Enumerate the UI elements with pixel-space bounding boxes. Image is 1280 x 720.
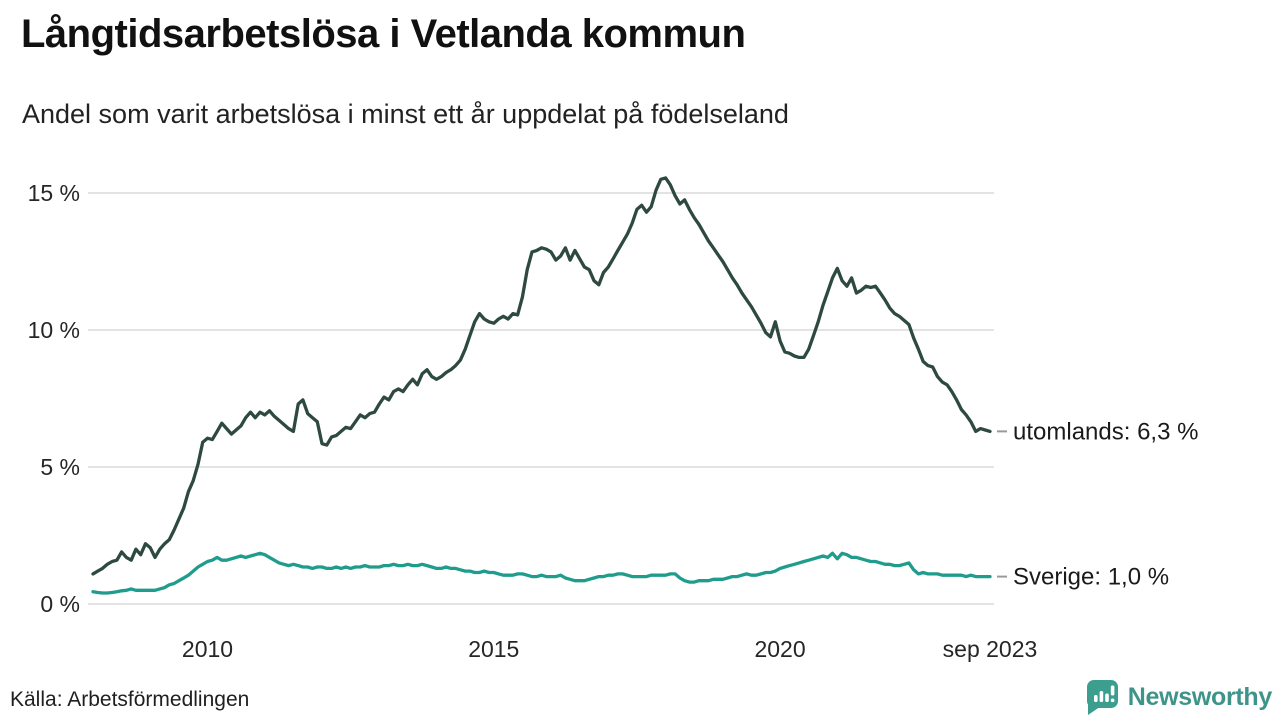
x-tick-label: 2020: [754, 636, 805, 662]
y-tick-label: 0 %: [40, 591, 80, 617]
y-tick-label: 10 %: [28, 317, 80, 343]
page-title: Långtidsarbetslösa i Vetlanda kommun: [21, 12, 746, 56]
series-line-sverige: [91, 551, 992, 595]
newsworthy-wordmark: Newsworthy: [1127, 682, 1273, 711]
x-tick-label: 2010: [182, 636, 233, 662]
newsworthy-bubble-chart-icon: [1086, 680, 1118, 715]
y-tick-label: 15 %: [28, 180, 80, 206]
x-tick-label: sep 2023: [943, 636, 1038, 662]
newsworthy-logo[interactable]: Newsworthy: [1084, 678, 1272, 716]
series-line-utomlands: [91, 176, 992, 576]
page-subtitle: Andel som varit arbetslösa i minst ett å…: [22, 99, 789, 129]
y-tick-label: 5 %: [40, 454, 80, 480]
series-end-label-sverige: Sverige: 1,0 %: [1013, 564, 1169, 591]
source-note: Källa: Arbetsförmedlingen: [10, 688, 250, 711]
series-end-label-utomlands: utomlands: 6,3 %: [1013, 418, 1198, 445]
x-tick-label: 2015: [468, 636, 519, 662]
